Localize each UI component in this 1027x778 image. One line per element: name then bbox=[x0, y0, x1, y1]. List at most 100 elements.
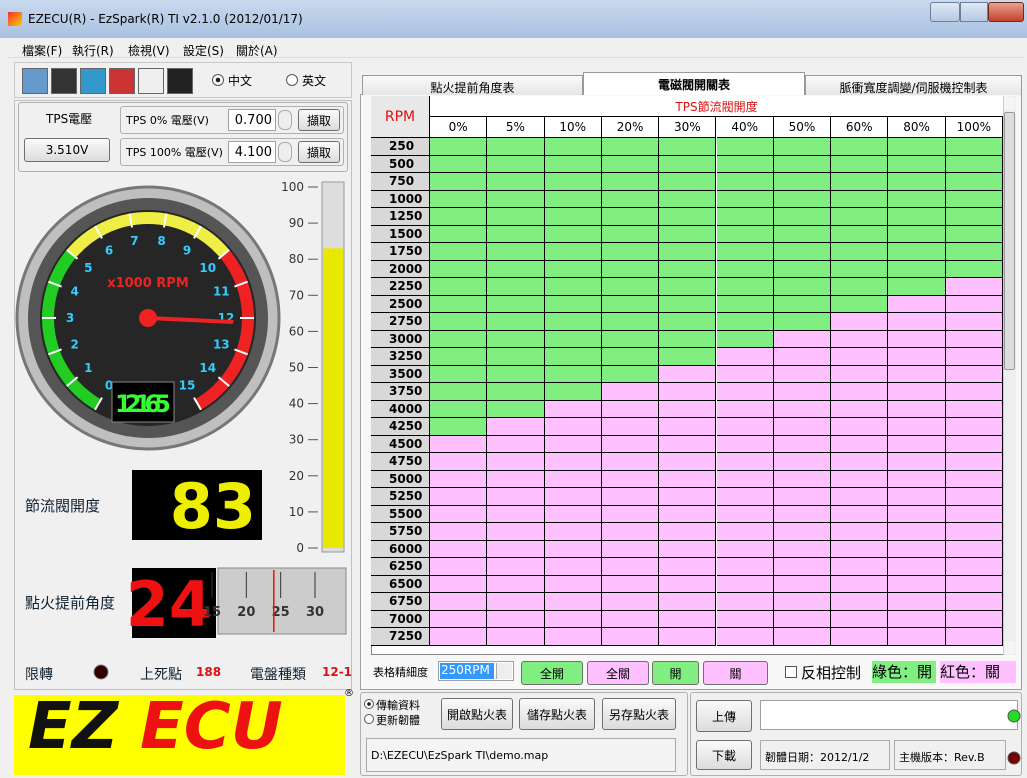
table-cell[interactable] bbox=[545, 436, 602, 454]
table-cell[interactable] bbox=[774, 296, 831, 314]
table-cell[interactable] bbox=[774, 156, 831, 174]
file-button[interactable]: 儲存點火表 bbox=[519, 698, 595, 730]
table-cell[interactable] bbox=[659, 453, 716, 471]
table-cell[interactable] bbox=[545, 243, 602, 261]
table-cell[interactable] bbox=[888, 611, 945, 629]
table-cell[interactable] bbox=[487, 593, 544, 611]
table-cell[interactable] bbox=[430, 156, 487, 174]
table-cell[interactable] bbox=[487, 313, 544, 331]
toolbar-icon[interactable] bbox=[138, 68, 164, 94]
table-cell[interactable] bbox=[659, 191, 716, 209]
invert-checkbox[interactable] bbox=[785, 666, 797, 678]
table-cell[interactable] bbox=[831, 576, 888, 594]
table-cell[interactable] bbox=[717, 401, 774, 419]
table-cell[interactable] bbox=[602, 541, 659, 559]
table-cell[interactable] bbox=[946, 471, 1003, 489]
table-cell[interactable] bbox=[831, 523, 888, 541]
table-cell[interactable] bbox=[946, 541, 1003, 559]
table-cell[interactable] bbox=[430, 628, 487, 646]
table-cell[interactable] bbox=[545, 628, 602, 646]
table-cell[interactable] bbox=[430, 173, 487, 191]
table-cell[interactable] bbox=[487, 366, 544, 384]
table-cell[interactable] bbox=[831, 173, 888, 191]
table-cell[interactable] bbox=[717, 471, 774, 489]
table-button[interactable]: 全關 bbox=[587, 661, 649, 685]
table-cell[interactable] bbox=[717, 506, 774, 524]
table-cell[interactable] bbox=[430, 278, 487, 296]
table-cell[interactable] bbox=[717, 593, 774, 611]
radio[interactable] bbox=[364, 714, 374, 724]
table-cell[interactable] bbox=[946, 488, 1003, 506]
table-cell[interactable] bbox=[774, 593, 831, 611]
table-cell[interactable] bbox=[717, 156, 774, 174]
table-cell[interactable] bbox=[774, 278, 831, 296]
table-cell[interactable] bbox=[717, 348, 774, 366]
table-cell[interactable] bbox=[888, 628, 945, 646]
table-cell[interactable] bbox=[946, 558, 1003, 576]
table-cell[interactable] bbox=[545, 593, 602, 611]
table-cell[interactable] bbox=[888, 471, 945, 489]
table-cell[interactable] bbox=[602, 558, 659, 576]
table-cell[interactable] bbox=[487, 611, 544, 629]
radio[interactable] bbox=[286, 74, 298, 86]
table-cell[interactable] bbox=[487, 208, 544, 226]
table-cell[interactable] bbox=[487, 331, 544, 349]
table-cell[interactable] bbox=[888, 383, 945, 401]
table-cell[interactable] bbox=[946, 436, 1003, 454]
table-cell[interactable] bbox=[774, 611, 831, 629]
table-cell[interactable] bbox=[717, 558, 774, 576]
table-cell[interactable] bbox=[602, 278, 659, 296]
table-cell[interactable] bbox=[831, 138, 888, 156]
upload-button[interactable]: 上傳 bbox=[696, 700, 752, 732]
table-cell[interactable] bbox=[888, 313, 945, 331]
table-cell[interactable] bbox=[774, 226, 831, 244]
table-cell[interactable] bbox=[659, 243, 716, 261]
table-cell[interactable] bbox=[831, 453, 888, 471]
spinner[interactable] bbox=[278, 142, 292, 162]
table-cell[interactable] bbox=[659, 261, 716, 279]
table-cell[interactable] bbox=[430, 226, 487, 244]
table-cell[interactable] bbox=[487, 541, 544, 559]
table-cell[interactable] bbox=[717, 173, 774, 191]
table-cell[interactable] bbox=[545, 138, 602, 156]
table-cell[interactable] bbox=[774, 173, 831, 191]
table-cell[interactable] bbox=[430, 436, 487, 454]
table-cell[interactable] bbox=[545, 296, 602, 314]
table-cell[interactable] bbox=[487, 138, 544, 156]
table-cell[interactable] bbox=[430, 576, 487, 594]
scroll-thumb[interactable] bbox=[1004, 112, 1015, 370]
tps-input[interactable]: 0.700 bbox=[228, 109, 276, 131]
table-cell[interactable] bbox=[487, 506, 544, 524]
table-cell[interactable] bbox=[430, 331, 487, 349]
table-cell[interactable] bbox=[946, 383, 1003, 401]
table-cell[interactable] bbox=[831, 296, 888, 314]
table-cell[interactable] bbox=[430, 611, 487, 629]
table-cell[interactable] bbox=[774, 366, 831, 384]
tab[interactable]: 脈衝寬度調變/伺服機控制表 bbox=[805, 75, 1022, 95]
table-cell[interactable] bbox=[946, 226, 1003, 244]
table-cell[interactable] bbox=[831, 418, 888, 436]
table-cell[interactable] bbox=[659, 488, 716, 506]
table-cell[interactable] bbox=[659, 576, 716, 594]
table-cell[interactable] bbox=[717, 261, 774, 279]
table-cell[interactable] bbox=[487, 278, 544, 296]
table-cell[interactable] bbox=[888, 261, 945, 279]
table-cell[interactable] bbox=[487, 173, 544, 191]
table-cell[interactable] bbox=[831, 191, 888, 209]
table-cell[interactable] bbox=[602, 628, 659, 646]
tps-input[interactable]: 4.100 bbox=[228, 141, 276, 163]
table-cell[interactable] bbox=[487, 383, 544, 401]
table-cell[interactable] bbox=[659, 278, 716, 296]
table-cell[interactable] bbox=[659, 331, 716, 349]
table-cell[interactable] bbox=[487, 348, 544, 366]
table-cell[interactable] bbox=[831, 156, 888, 174]
table-cell[interactable] bbox=[487, 261, 544, 279]
table-cell[interactable] bbox=[946, 156, 1003, 174]
table-cell[interactable] bbox=[545, 313, 602, 331]
table-cell[interactable] bbox=[717, 296, 774, 314]
table-cell[interactable] bbox=[602, 226, 659, 244]
table-cell[interactable] bbox=[831, 541, 888, 559]
table-cell[interactable] bbox=[717, 576, 774, 594]
table-cell[interactable] bbox=[946, 313, 1003, 331]
file-button[interactable]: 另存點火表 bbox=[602, 698, 676, 730]
